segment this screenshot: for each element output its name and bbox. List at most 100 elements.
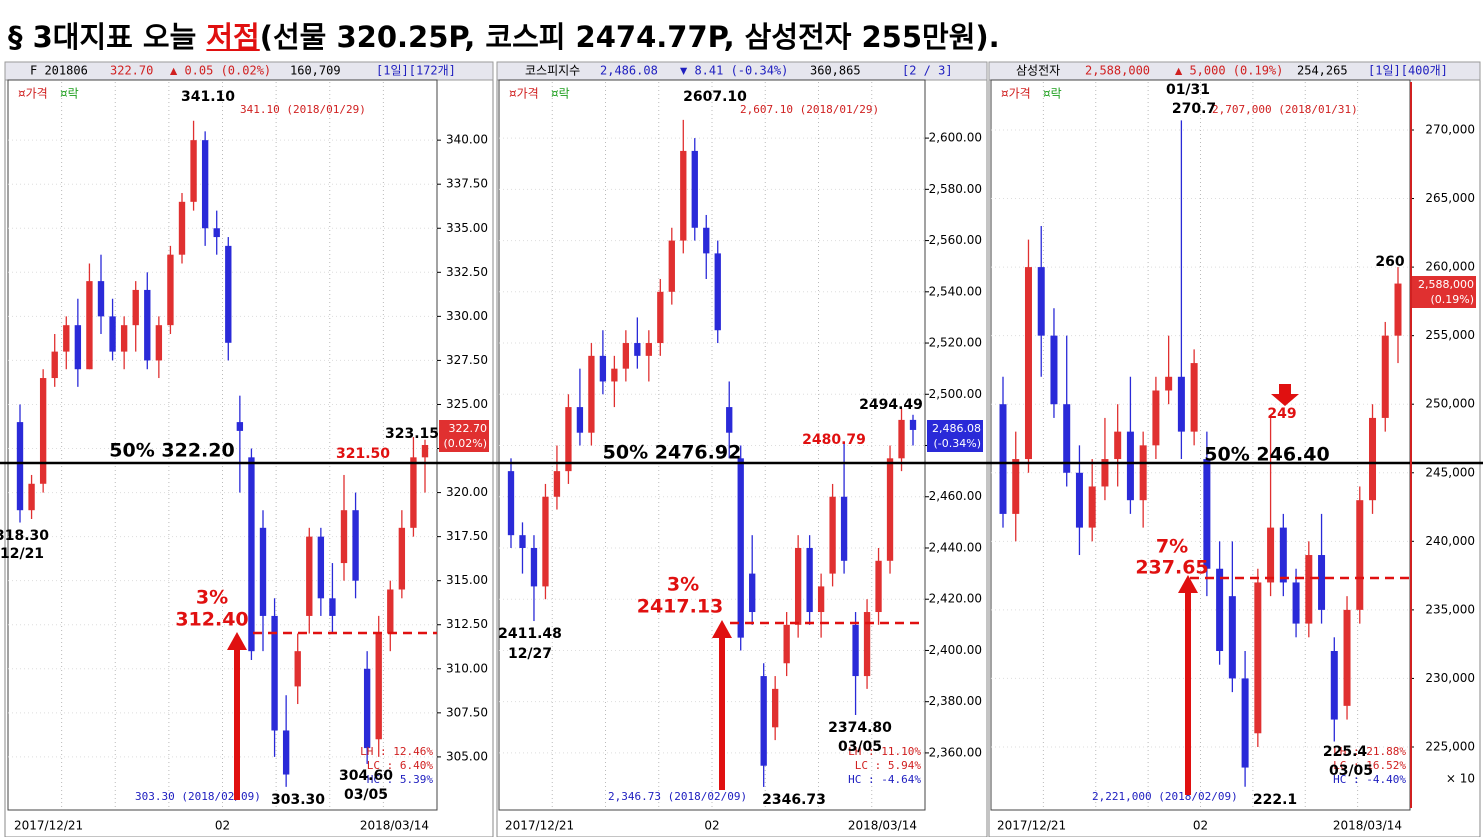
candle-body [1343,609,1351,706]
header-field: 322.70 [110,64,153,78]
annotation: 2374.80 [828,720,892,736]
y-tick-label: 2,560.00 [929,233,982,247]
up-arrow-shaft [1185,591,1191,795]
panel-frame [988,61,1481,837]
y-tick-label: 335.00 [446,221,488,235]
annotation: 222.1 [1253,792,1297,808]
candle-body [167,254,174,326]
y-tick-label: 320.00 [446,485,488,499]
annotation: 2417.13 [637,596,724,618]
candle-body [519,535,526,548]
candle-body [1012,459,1020,514]
candle-body [109,316,116,352]
legend-item: ¤락 [551,87,570,101]
y-tick-label: 317.50 [446,529,488,543]
annotation: 50% 322.20 [109,440,234,462]
candle-body [668,240,675,292]
candle-body [398,527,406,590]
stat-line: LH : 21.88% [1333,745,1406,758]
title-highlight: 저점 [206,20,260,54]
candle-body [282,730,290,775]
y-tick-label: 2,360.00 [929,745,982,759]
annotation: 225.4 [1323,744,1368,760]
candle-body [565,407,572,472]
annotation: 50% 2476.92 [603,442,742,464]
candle-body [760,676,767,766]
y-tick-label: 2,500.00 [929,387,982,401]
candle-body [1190,363,1198,432]
y-tick-label: 305.00 [446,749,488,763]
candle-body [178,201,186,255]
high-marker: 2,707,000 (2018/01/31) [1212,103,1358,116]
header-field: 160,709 [290,64,341,78]
candle-body [1075,472,1083,528]
low-marker: 303.30 (2018/02/09) [135,790,261,803]
up-arrow-head [227,632,247,650]
annotation: 2411.48 [498,626,562,642]
candle-body [1088,486,1096,528]
candle-body [829,496,836,574]
candle-body [714,253,721,331]
candle-body [886,458,894,561]
candle-body [259,527,267,616]
candle-body [363,668,371,749]
candle-body [1024,267,1032,460]
candle-body [225,245,232,343]
candle-body [1177,376,1185,432]
price-box-text: (0.02%) [443,437,487,450]
candle-body [588,355,595,433]
y-tick-label: 310.00 [446,661,488,675]
stat-line: LC : 16.52% [1333,759,1406,772]
candle-body [236,422,244,431]
high-marker: 2,607.10 (2018/01/29) [740,103,879,116]
header-field: [1일][400개] [1368,64,1448,78]
candle-body [726,407,733,433]
annotation: 03/05 [344,787,388,803]
plot-frame [498,79,926,811]
candle-body [1165,376,1173,391]
candle-body [1330,651,1338,720]
price-box-text: 2,588,000 [1418,278,1474,291]
stat-line: LH : 11.10% [848,745,921,758]
legend-item: ¤가격 [509,87,539,101]
candle-body [806,547,813,613]
candle-body [657,291,664,344]
candle-body [542,496,549,587]
candle-body [352,510,359,581]
annotation: 01/31 [1166,82,1210,98]
annotation: 03/05 [1329,763,1373,779]
candle-body [1216,568,1224,652]
annotation: 50% 246.40 [1204,444,1329,466]
candle-body [294,651,301,687]
y-tick-label: 235,000 [1425,602,1475,616]
low-marker: 2,346.73 (2018/02/09) [608,790,747,803]
plot-frame [7,79,438,811]
candle-body [306,536,313,616]
candle-body [190,140,197,202]
candle-body [120,325,128,352]
candle-body [611,368,618,382]
panel-frame [496,61,988,837]
y-tick-label: 307.50 [446,705,488,719]
header-field: 삼성전자 [1016,64,1060,78]
y-tick-label: 332.50 [446,265,488,279]
y-tick-label: 2,540.00 [929,284,982,298]
candle-body [155,325,163,361]
title-part: § 3대지표 오늘 [8,20,207,54]
annotation: 260 [1375,254,1404,270]
stat-line: LH : 12.46% [360,745,433,758]
x-tick-label: 2018/03/14 [360,819,429,833]
candle-body [999,404,1007,514]
annotation: 3% [667,574,699,596]
x-tick-label: 2017/12/21 [14,819,83,833]
annotation: 323.15 [385,426,439,442]
price-box-text: (0.19%) [1430,293,1474,306]
annotation: 2346.73 [762,792,826,808]
candle-body [201,140,209,229]
candle-body [1267,527,1275,583]
price-box [439,420,489,452]
x-tick-label: 2017/12/21 [505,819,574,833]
price-box [927,420,983,452]
candle-body [1114,431,1122,460]
candle-body [1369,417,1377,501]
